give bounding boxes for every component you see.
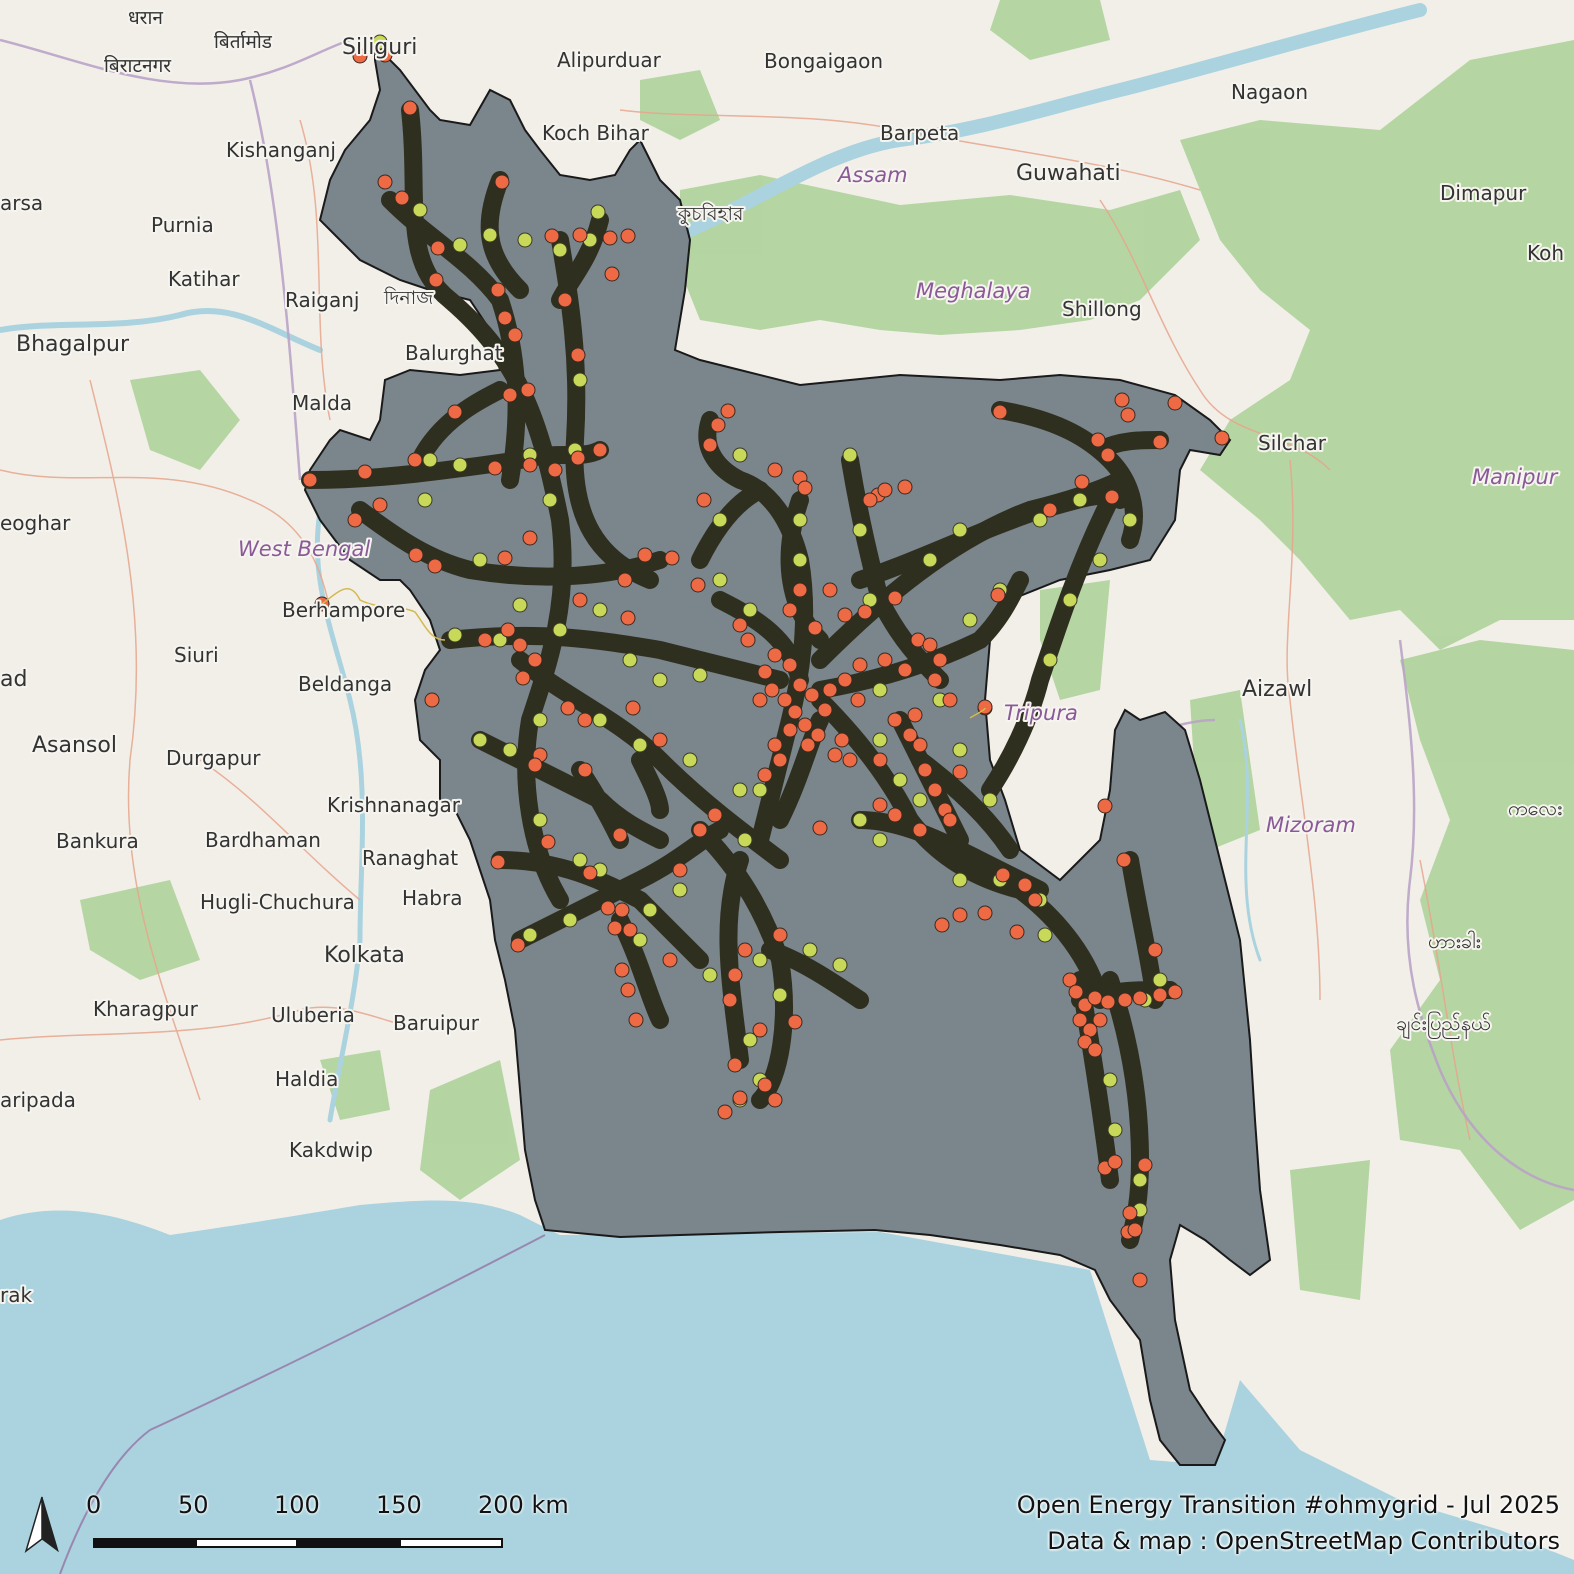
scale-bar [93,1538,503,1548]
place-label: ဟားခါး [1428,929,1481,953]
place-label: Koch Bihar [542,121,650,145]
place-label: Ranaghat [362,846,458,870]
scale-bar-segment [297,1538,400,1548]
place-label: aripada [0,1088,76,1112]
region-label: Assam [836,163,908,187]
place-label: ad [0,667,27,692]
place-labels: धरान बिर्तामोड Siliguri बिराटनगर Alipurd… [0,5,1566,1309]
place-label: Guwahati [1016,161,1121,186]
place-label: Aizawl [1242,677,1312,702]
place-label: बिर्तामोड [214,30,273,53]
place-label: Malda [292,391,352,415]
place-label: बिराटनगर [104,54,172,77]
scale-label-200km: 200 km [478,1491,569,1519]
place-label: Berhampore [282,598,405,622]
scale-label-0: 0 [86,1491,102,1519]
place-label: Silchar [1258,431,1327,455]
place-label: Bankura [56,829,139,853]
maritime-boundary [59,1234,546,1574]
place-label: rak [0,1283,32,1307]
place-label: Beldanga [298,672,392,696]
place-label: Dimapur [1440,181,1527,205]
state-boundaries [0,38,1574,1192]
place-label: Shillong [1062,297,1142,321]
credit-attribution: Data & map : OpenStreetMap Contributors [1047,1527,1560,1555]
place-label: Balurghat [405,341,503,365]
region-label: West Bengal [238,537,370,561]
place-label: Bongaigaon [764,49,883,73]
place-label: ကလေး [1508,796,1562,820]
place-label: Asansol [32,733,117,758]
place-label: Uluberia [271,1003,355,1027]
place-label: Durgapur [166,746,261,770]
place-label: Bardhaman [205,828,321,852]
place-label: Kishanganj [226,138,336,162]
scale-bar-segment [93,1538,196,1548]
scale-label-100: 100 [274,1491,320,1519]
scale-label-50: 50 [178,1491,209,1519]
credit-title: Open Energy Transition #ohmygrid - Jul 2… [1016,1491,1560,1519]
place-label: Barpeta [880,121,959,145]
place-label: Siuri [174,643,219,667]
place-label: धरान [128,7,163,29]
place-label: Koh [1527,241,1564,265]
rivers [0,3,1427,1123]
roads [0,109,1471,1141]
place-label: Kakdwip [289,1138,373,1162]
place-label: Bhagalpur [16,332,130,357]
place-label: Siliguri [342,35,417,60]
place-label: Alipurduar [557,48,662,72]
scale-bar-segment [195,1538,298,1548]
place-label: কুচবিহার [677,203,744,225]
substation-markers [302,47,1230,1288]
place-label: Kharagpur [93,997,199,1021]
place-label: arsa [0,191,43,215]
place-label: eoghar [0,511,71,535]
region-label: Mizoram [1266,813,1356,837]
cross-border-lines [321,41,986,719]
north-arrow-icon [24,1496,59,1553]
place-label: Krishnanagar [327,793,461,817]
place-label: Hugli-Chuchura [200,890,355,914]
place-label: Katihar [168,267,240,291]
region-label: Meghalaya [916,279,1031,303]
scale-label-150: 150 [376,1491,422,1519]
bay-of-bengal [0,1200,1574,1574]
scale-bar-segment [399,1538,503,1548]
place-label: Haldia [275,1067,338,1091]
place-label: দিনাজ [383,287,434,309]
region-label: Manipur [1472,465,1559,489]
place-label: Nagaon [1231,80,1308,104]
place-label: Habra [402,886,462,910]
region-labels: Assam Meghalaya West Bengal Tripura Mani… [236,161,1561,839]
place-label: Purnia [151,213,214,237]
place-label: Raiganj [285,288,359,312]
place-label: Baruipur [393,1011,480,1035]
forest-areas [80,0,1574,1300]
region-label: Tripura [1004,701,1078,725]
place-label: Kolkata [324,943,405,968]
place-label: ချင်းပြည်နယ် [1396,1011,1490,1039]
